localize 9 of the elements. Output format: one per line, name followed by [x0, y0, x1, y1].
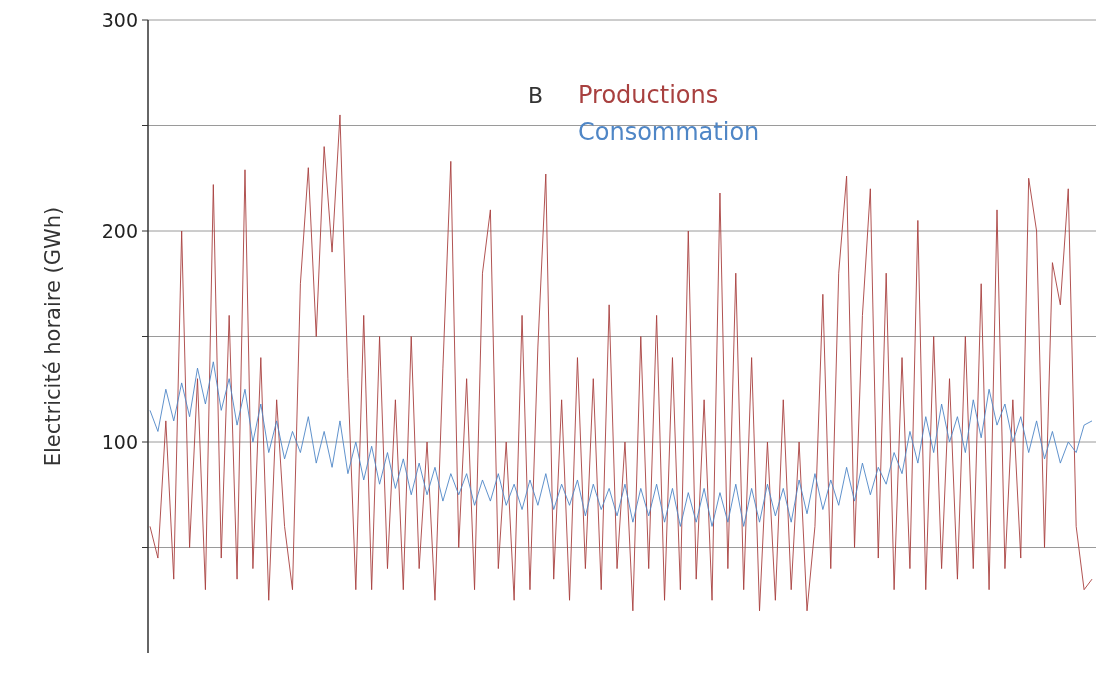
text: Productions [578, 81, 719, 109]
y-tick-label: 300 [101, 8, 138, 31]
y-axis-title: Electricité horaire (GWh) [41, 206, 65, 467]
line-series [149, 114, 1093, 612]
line-series [149, 361, 1093, 527]
y-tick-label: 200 [101, 219, 138, 242]
text: Consommation [578, 118, 760, 146]
annotation: B [528, 83, 544, 108]
y-tick-label: 100 [101, 430, 138, 453]
